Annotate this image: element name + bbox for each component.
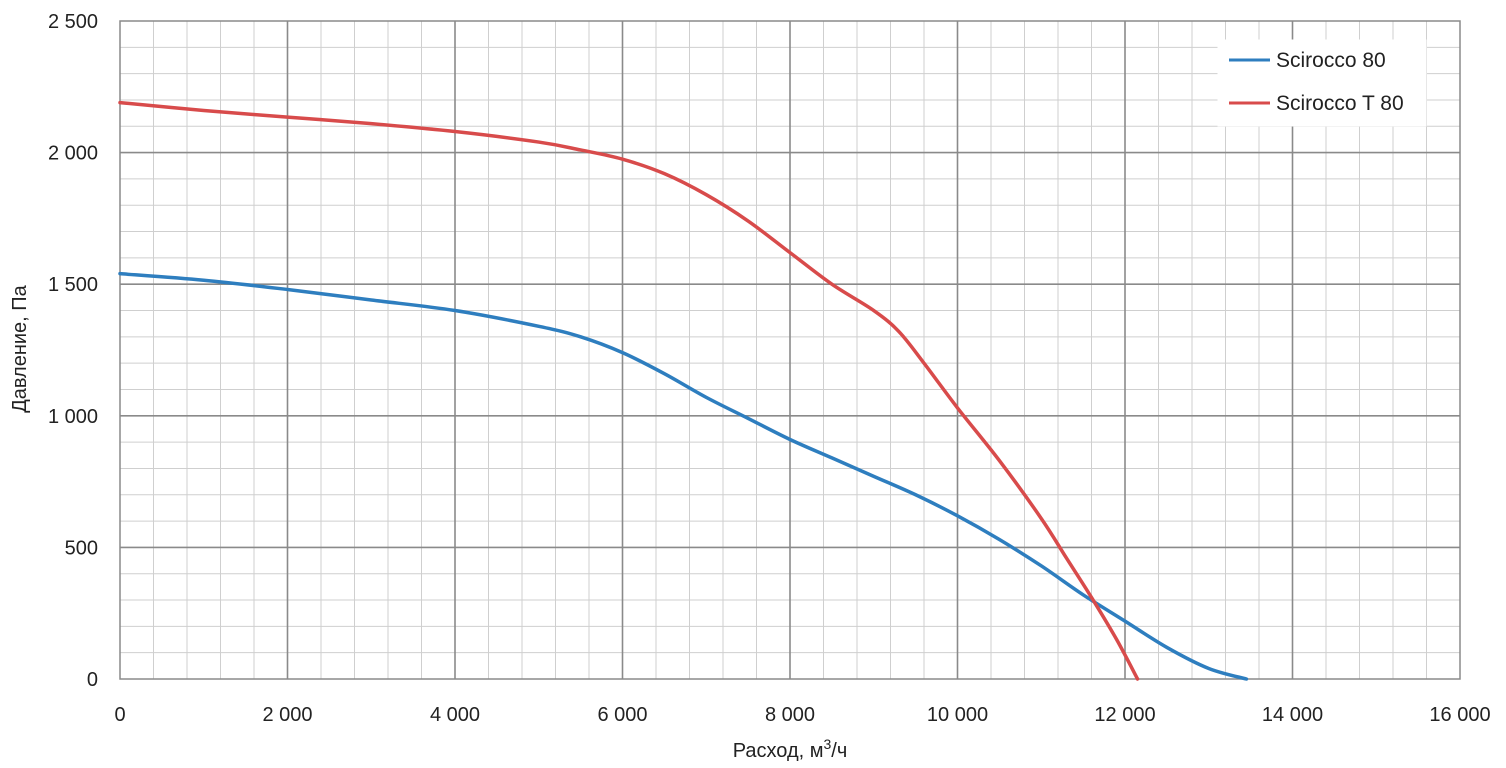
y-tick-label: 1 500 [48,274,98,296]
x-tick-label: 6 000 [597,704,647,726]
major-grid [120,21,1460,679]
series-line-scirocco-80 [118,271,1249,681]
legend-label-scirocco-80: Scirocco 80 [1276,49,1386,72]
x-axis-label-main: Расход, м [733,740,824,762]
legend-box [1217,39,1427,127]
x-tick-label: 12 000 [1094,704,1155,726]
y-tick-label: 500 [65,537,98,559]
x-axis-label: Расход, м3/ч [733,736,848,762]
x-axis-label-superscript: 3 [824,736,832,752]
x-tick-label: 14 000 [1262,704,1323,726]
y-axis-label: Давление, Па [9,284,31,412]
y-tick-labels: 0 500 1 000 1 500 2 000 2 500 [48,11,98,691]
x-tick-label: 16 000 [1429,704,1490,726]
y-tick-label: 1 000 [48,406,98,428]
series-lines [118,100,1249,681]
legend-label-scirocco-t-80: Scirocco T 80 [1276,92,1404,115]
x-tick-label: 4 000 [430,704,480,726]
x-axis-label-tail: /ч [831,740,847,762]
x-tick-label: 10 000 [927,704,988,726]
x-tick-label: 2 000 [262,704,312,726]
plot-border [119,20,1461,680]
y-tick-label: 2 500 [48,11,98,33]
x-tick-label: 0 [114,704,125,726]
y-tick-label: 0 [87,669,98,691]
x-tick-labels: 0 2 000 4 000 6 000 8 000 10 000 12 000 14 000 1… [114,704,1490,726]
y-tick-label: 2 000 [48,143,98,165]
series-line-scirocco-t-80 [118,100,1140,681]
legend: Scirocco 80 Scirocco T 80 [1217,39,1427,127]
x-tick-label: 8 000 [765,704,815,726]
